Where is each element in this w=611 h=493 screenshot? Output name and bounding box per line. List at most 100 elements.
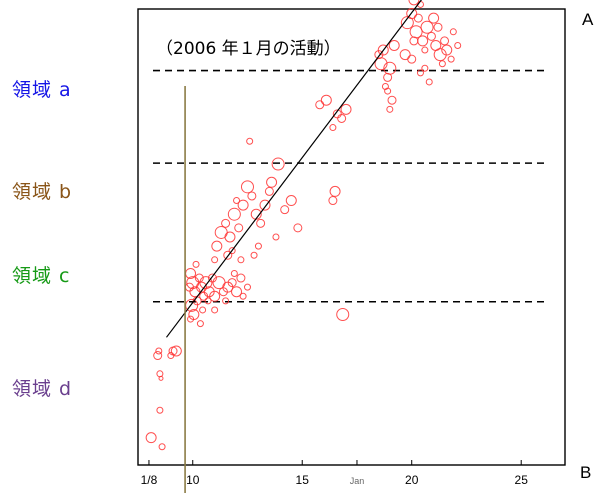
event-point (192, 260, 200, 268)
event-point (230, 269, 238, 277)
event-point (413, 13, 423, 23)
event-point (211, 256, 219, 264)
event-point (340, 103, 352, 115)
event-point (440, 36, 450, 46)
event-point (272, 233, 280, 241)
event-point (199, 306, 207, 314)
event-point (254, 242, 262, 250)
corner-label-a: A (582, 10, 594, 29)
event-point (336, 308, 350, 322)
event-point (449, 28, 457, 36)
event-point (222, 297, 230, 305)
event-point (156, 370, 164, 378)
event-point (387, 95, 397, 105)
x-tick-label: 10 (186, 473, 200, 487)
event-point (374, 50, 384, 60)
event-point (454, 41, 462, 49)
event-point (204, 297, 212, 305)
region-label-b: 領域 b (12, 181, 73, 203)
event-point (420, 20, 434, 34)
event-point (416, 69, 424, 77)
event-point (409, 36, 419, 46)
event-point (250, 251, 258, 259)
event-point (156, 406, 164, 414)
corner-label-b: B (580, 463, 592, 482)
event-point (421, 46, 429, 54)
event-point (320, 94, 332, 106)
event-point (243, 283, 251, 291)
event-point (426, 31, 436, 41)
event-point (234, 223, 244, 233)
event-point (421, 64, 429, 72)
event-point (384, 87, 392, 95)
event-point (441, 44, 453, 56)
event-point (153, 351, 163, 361)
event-point (221, 218, 231, 228)
event-point (211, 306, 219, 314)
event-point (209, 290, 221, 302)
event-point (408, 0, 420, 6)
event-point (167, 352, 175, 360)
event-point (315, 100, 325, 110)
event-point (223, 250, 233, 260)
event-point (406, 8, 418, 20)
event-point (425, 78, 433, 86)
x-tick-label: 20 (405, 473, 419, 487)
plot-frame (137, 8, 566, 466)
event-point (236, 273, 246, 283)
event-point (227, 278, 237, 288)
event-point (155, 347, 163, 355)
event-point (145, 432, 157, 444)
event-point (247, 191, 257, 201)
event-point (266, 176, 278, 188)
event-point (194, 273, 204, 283)
region-label-a: 領域 a (12, 79, 72, 101)
event-point (417, 35, 429, 47)
event-point (224, 231, 236, 243)
event-point (187, 315, 195, 323)
event-point (158, 443, 166, 451)
event-point (383, 61, 397, 75)
event-point (386, 105, 394, 113)
event-point (158, 375, 164, 381)
event-point (237, 256, 245, 264)
event-point (170, 345, 182, 357)
event-point (337, 113, 347, 123)
event-point (207, 273, 217, 283)
event-point (447, 55, 455, 63)
event-point (259, 199, 271, 211)
event-point (428, 12, 440, 24)
event-point (239, 292, 247, 300)
event-point (285, 195, 297, 207)
event-point (196, 320, 204, 328)
event-point (264, 186, 274, 196)
event-point (328, 196, 338, 206)
event-point (438, 60, 446, 68)
event-point (227, 207, 241, 221)
region-label-c: 領域 c (12, 265, 71, 287)
event-point (237, 199, 249, 211)
x-tick-label: 1/8 (141, 473, 158, 487)
event-point (329, 185, 341, 197)
event-point (293, 223, 303, 233)
event-point (240, 180, 254, 194)
event-point (228, 247, 236, 255)
region-label-d: 領域 d (12, 378, 73, 400)
event-point (256, 218, 266, 228)
event-point (407, 54, 417, 64)
event-point (399, 49, 411, 61)
event-point (388, 39, 400, 51)
x-tick-label: Jan (350, 476, 365, 486)
event-point (329, 124, 337, 132)
event-point (280, 205, 290, 215)
chart-title: （2006 年１月の活動） (156, 39, 341, 59)
trend-line (165, 0, 423, 338)
x-tick-label: 25 (515, 473, 529, 487)
event-point (246, 137, 254, 145)
event-point (211, 240, 223, 252)
x-tick-label: 15 (296, 473, 310, 487)
event-point (271, 157, 285, 171)
event-point (231, 286, 243, 298)
event-point (433, 22, 443, 32)
